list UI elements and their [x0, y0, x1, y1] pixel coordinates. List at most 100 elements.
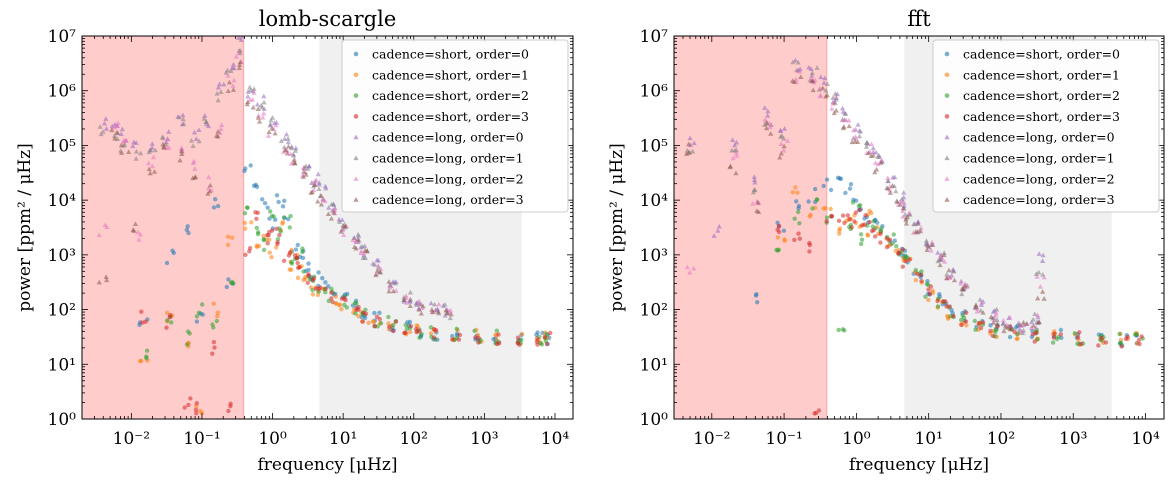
data-point [906, 210, 913, 216]
data-point [1096, 343, 1101, 348]
data-point [691, 140, 697, 146]
data-point [284, 150, 291, 156]
data-point [1036, 319, 1042, 324]
data-point [126, 149, 132, 155]
data-point [251, 90, 257, 95]
data-point [281, 258, 287, 263]
y-tick-label: 10⁷ [640, 27, 669, 47]
data-point [711, 233, 717, 238]
data-point [236, 36, 242, 40]
data-point [211, 205, 217, 210]
data-point [137, 358, 143, 364]
data-point [450, 337, 455, 342]
data-point [447, 315, 453, 321]
data-point [781, 143, 787, 149]
data-point [846, 123, 852, 129]
data-point [890, 174, 896, 180]
data-point [181, 121, 187, 126]
data-point [979, 300, 985, 305]
data-point [331, 201, 337, 207]
data-point [289, 260, 294, 265]
data-point [872, 234, 878, 239]
data-point [377, 269, 384, 275]
data-point [196, 310, 202, 315]
data-point [849, 139, 855, 145]
data-point [978, 325, 984, 331]
data-point [814, 197, 820, 202]
legend-marker [353, 155, 359, 161]
data-point [941, 252, 947, 258]
data-point [994, 306, 1000, 312]
data-point [875, 161, 881, 167]
data-point [976, 321, 982, 326]
data-point [386, 314, 391, 320]
data-point [829, 106, 835, 111]
data-point [903, 220, 910, 226]
data-point [139, 309, 144, 314]
data-point [885, 178, 892, 184]
data-point [778, 150, 784, 156]
data-point [897, 198, 903, 204]
data-point [326, 205, 332, 210]
data-point [902, 212, 908, 217]
data-point [242, 211, 248, 216]
data-point [269, 228, 275, 233]
data-point [218, 89, 224, 94]
data-point [420, 303, 426, 309]
data-point [300, 246, 305, 251]
data-point [253, 210, 258, 215]
data-point [841, 124, 847, 129]
data-point [907, 257, 912, 262]
data-point [262, 201, 268, 206]
data-point [217, 81, 223, 87]
data-point [212, 345, 217, 350]
data-point [832, 94, 839, 100]
data-point [266, 233, 271, 238]
data-point [391, 322, 396, 328]
data-point [1041, 296, 1047, 301]
data-point [295, 242, 300, 248]
data-point [896, 250, 902, 255]
data-point [1117, 331, 1122, 337]
x-ticks: 10⁻² 10⁻¹ 10⁰ 10¹ 10² 10³ 10⁴ [81, 36, 569, 449]
data-point [114, 123, 120, 129]
data-point [863, 140, 869, 146]
data-point [178, 148, 185, 153]
data-point [836, 327, 841, 333]
data-point [190, 175, 196, 181]
data-point [300, 249, 305, 255]
data-point [217, 130, 223, 135]
data-point [245, 205, 250, 210]
x-tick-label: 10¹ [914, 429, 942, 449]
data-point [164, 325, 169, 330]
data-point [944, 304, 949, 309]
data-point [224, 284, 229, 290]
data-point [269, 255, 274, 260]
data-point [790, 190, 795, 195]
data-point [1075, 335, 1081, 340]
data-point [276, 199, 281, 205]
y-axis-label: power [ppm² / μHz] [607, 143, 627, 312]
data-point [1058, 327, 1064, 333]
data-point [407, 303, 413, 309]
data-point [352, 300, 358, 306]
data-point [300, 255, 306, 261]
data-point [897, 201, 903, 207]
data-point [196, 138, 202, 144]
data-point [831, 110, 837, 116]
data-point [297, 265, 302, 270]
data-point [795, 59, 801, 65]
data-point [285, 139, 291, 145]
data-point [988, 314, 994, 319]
data-point [164, 318, 170, 323]
data-point [315, 171, 321, 177]
data-point [407, 289, 413, 295]
data-point [136, 237, 142, 242]
data-point [789, 78, 796, 83]
data-point [894, 198, 900, 204]
data-point [226, 79, 233, 85]
data-point [790, 59, 796, 65]
data-point [228, 68, 234, 73]
legend-entry: cadence=short, order=0 [963, 47, 1120, 62]
